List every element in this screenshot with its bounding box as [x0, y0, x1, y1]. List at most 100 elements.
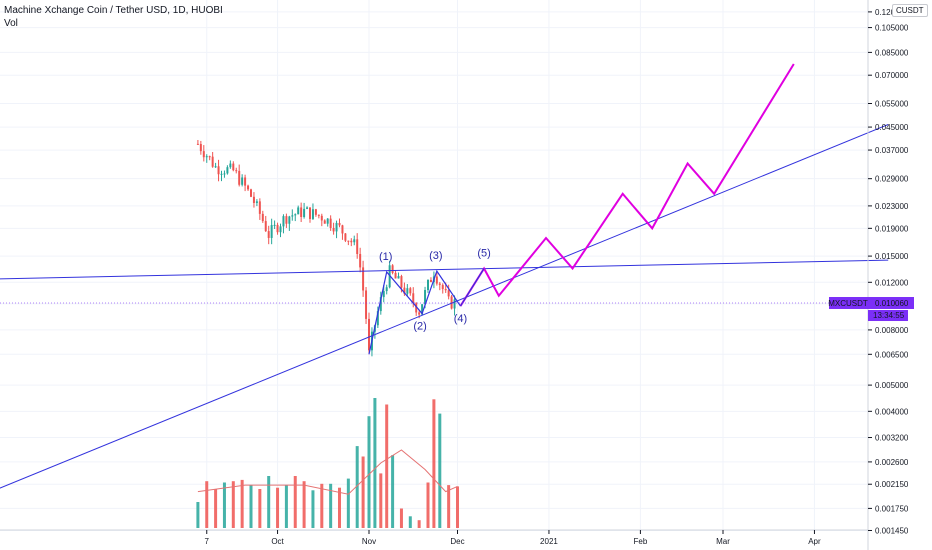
price-tick-label: 0.001450	[875, 526, 909, 535]
candle-body	[438, 283, 441, 285]
candle-body	[406, 288, 409, 294]
candle-body	[376, 311, 379, 326]
time-axis[interactable]: 7 Oct Nov Dec 2021 Feb Mar Apr	[0, 529, 868, 546]
candle-body	[368, 318, 370, 351]
candle-body	[226, 167, 229, 174]
volume-bar	[456, 486, 459, 528]
candle-body	[214, 166, 217, 168]
candle-body	[208, 156, 211, 158]
candle-body	[309, 207, 311, 219]
price-tick-label: 0.055000	[875, 100, 909, 109]
volume-bars	[196, 398, 459, 528]
candle-body	[279, 226, 282, 233]
candle-body	[332, 227, 335, 232]
candle-body	[394, 272, 397, 279]
candle-body	[326, 218, 329, 224]
candle-body	[202, 151, 205, 158]
candle-body	[441, 284, 444, 290]
volume-label: Vol	[4, 18, 18, 29]
wave-label: (1)	[379, 251, 392, 263]
price-tick-label: 0.002150	[875, 480, 909, 489]
price-tick-label: 0.105000	[875, 24, 909, 33]
candle-body	[311, 209, 314, 219]
time-tick-label: Apr	[808, 537, 821, 546]
candle-body	[285, 216, 288, 224]
time-tick-label: Nov	[362, 537, 376, 546]
candle-body	[424, 290, 427, 305]
volume-bar	[408, 516, 412, 528]
candle-body	[264, 221, 267, 232]
candle-body	[320, 215, 323, 221]
price-tick-label: 0.006500	[875, 350, 909, 359]
volume-bar	[293, 476, 297, 528]
candle-body	[341, 225, 344, 234]
volume-bar	[249, 485, 253, 528]
time-tick-label: Dec	[450, 537, 464, 546]
candle-body	[255, 201, 258, 203]
volume-bar	[258, 489, 262, 528]
volume-bar	[205, 481, 209, 528]
price-tick-label: 0.085000	[875, 48, 909, 57]
candle-body	[250, 189, 252, 197]
volume-bar	[231, 481, 235, 528]
volume-bar	[311, 490, 315, 528]
symbol-tag-bg	[829, 297, 868, 310]
candle-body	[220, 173, 223, 175]
candle-body	[229, 163, 232, 168]
price-tick-label: 0.070000	[875, 71, 909, 80]
wave-label: (5)	[477, 247, 490, 259]
volume-bar	[438, 413, 442, 528]
volume-bar	[196, 502, 200, 528]
candle-body	[306, 207, 309, 209]
volume-bar	[346, 478, 350, 528]
candle-body	[241, 177, 244, 185]
volume-bar	[417, 520, 421, 528]
candle-body	[344, 233, 347, 241]
candle-body	[365, 290, 368, 319]
volume-bar	[284, 485, 288, 528]
candle-body	[397, 276, 400, 279]
volume-bar	[222, 482, 226, 528]
candle-body	[421, 304, 424, 315]
candle-body	[329, 218, 332, 228]
candle-body	[435, 276, 438, 284]
countdown-bg	[868, 310, 908, 322]
candle-body	[232, 163, 235, 171]
price-tick-label: 0.045000	[875, 123, 909, 132]
candle-body	[400, 276, 403, 288]
candle-body	[244, 177, 247, 186]
candle-body	[382, 291, 385, 298]
time-tick-label: 2021	[540, 537, 558, 546]
time-tick-label: Mar	[716, 537, 730, 546]
candle-body	[453, 299, 456, 309]
wave-labels: (1) (2) (3) (4) (5)	[379, 247, 491, 332]
candle-body	[335, 222, 338, 232]
candle-body	[362, 267, 365, 291]
candle-body	[323, 220, 326, 224]
price-tick-label: 0.029000	[875, 175, 909, 184]
wave-label: (4)	[454, 313, 467, 325]
candle-body	[429, 279, 432, 283]
candle-body	[347, 240, 350, 242]
candle-body	[282, 216, 285, 227]
volume-bar	[329, 483, 333, 528]
candle-body	[288, 216, 291, 224]
candle-body	[409, 288, 412, 294]
currency-badge[interactable]: CUSDT	[892, 4, 928, 17]
volume-bar	[399, 508, 403, 528]
time-tick-label: Oct	[271, 537, 284, 546]
candle-body	[223, 173, 226, 175]
candle-body	[297, 207, 300, 215]
candle-body	[356, 239, 359, 254]
volume-bar	[379, 473, 383, 528]
projection-path	[459, 63, 795, 307]
volume-bar	[320, 483, 324, 528]
price-tick-label: 0.002600	[875, 458, 909, 467]
candle-body	[247, 185, 250, 190]
wave-path	[368, 269, 461, 355]
price-tick-label: 0.008000	[875, 326, 909, 335]
wave-label: (2)	[413, 321, 426, 333]
price-tag-bg	[868, 297, 914, 310]
